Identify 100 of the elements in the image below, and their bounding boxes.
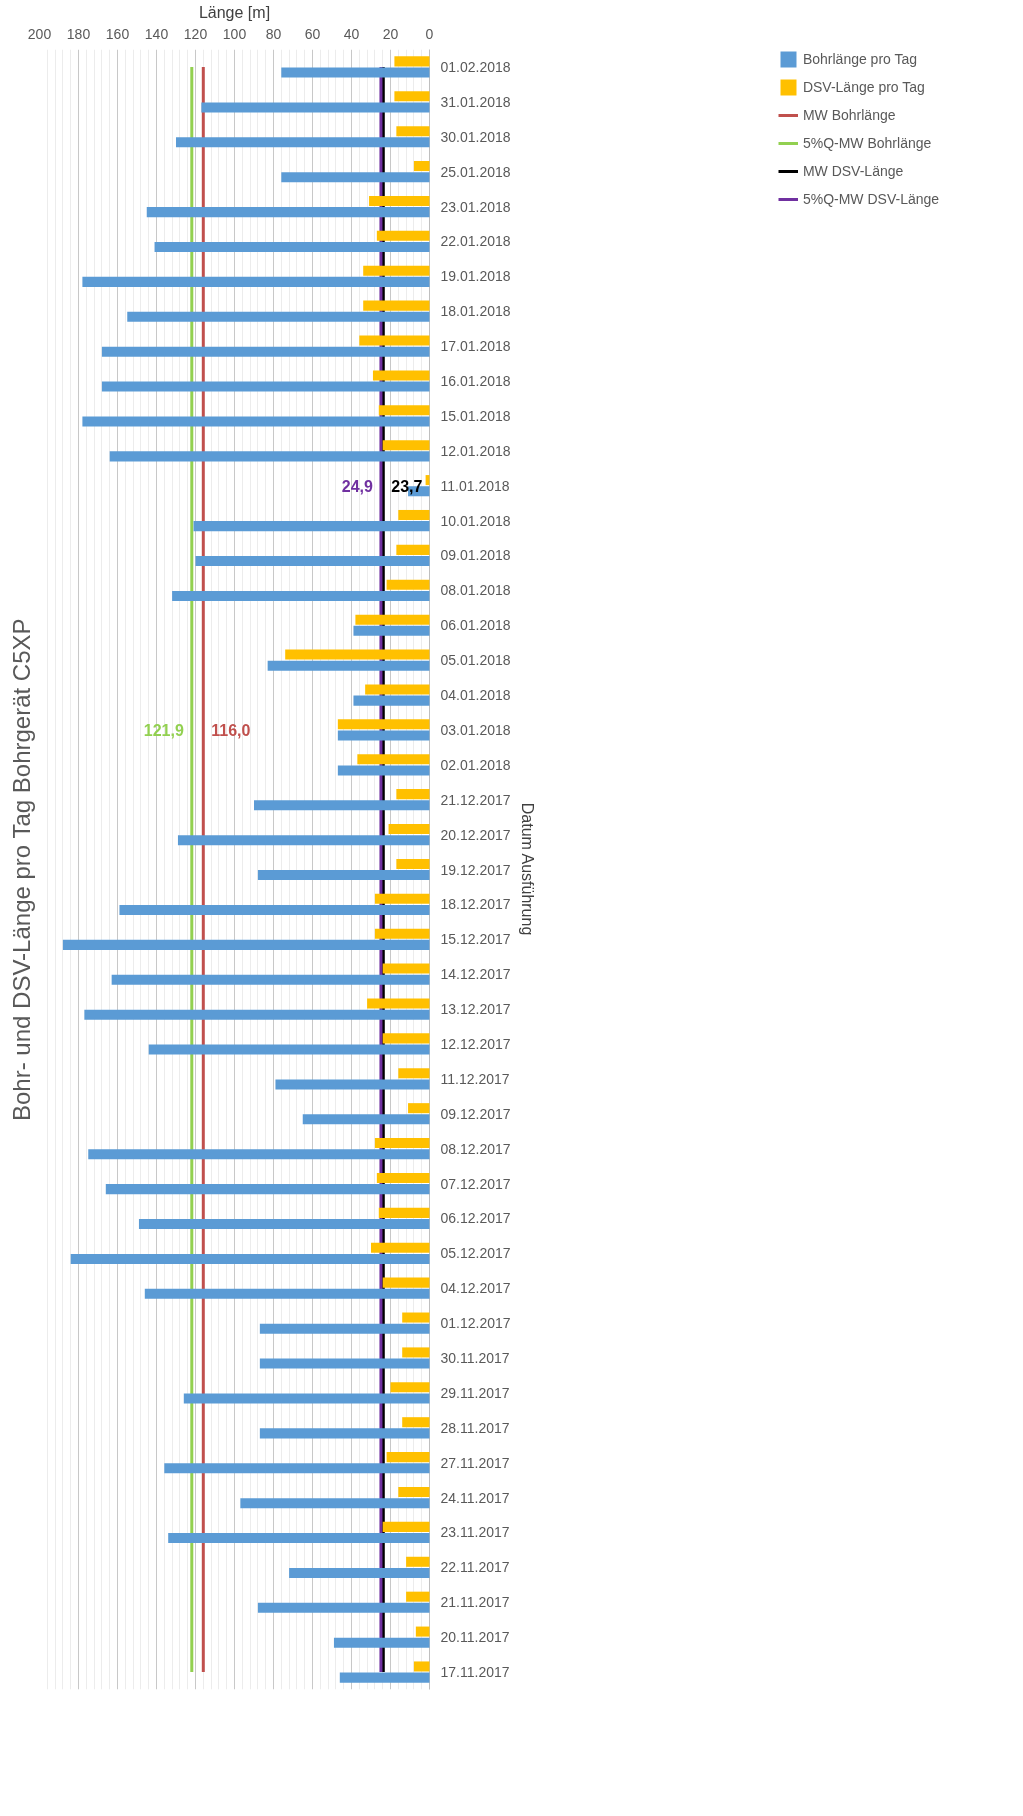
- bar: [257, 1602, 430, 1613]
- y-tick-label: 24.11.2017: [440, 1489, 510, 1506]
- bar: [302, 1114, 430, 1125]
- x-tick-label: 20: [382, 25, 399, 42]
- x-tick-label: 160: [105, 25, 130, 42]
- bar: [415, 1626, 430, 1637]
- y-tick-label: 09.12.2017: [440, 1105, 511, 1122]
- data-label: 24,9: [341, 477, 374, 495]
- bar: [177, 835, 430, 846]
- y-tick-label: 08.12.2017: [440, 1140, 511, 1157]
- data-label: 116,0: [211, 721, 251, 739]
- bar: [111, 974, 430, 985]
- y-tick-label: 13.12.2017: [440, 1001, 511, 1018]
- y-tick-label: 12.12.2017: [440, 1035, 511, 1052]
- bar: [398, 1068, 430, 1079]
- y-tick-label: 11.01.2018: [440, 477, 510, 494]
- bar: [285, 649, 430, 660]
- bar: [84, 1009, 430, 1020]
- x-axis-title: Länge [m]: [198, 3, 271, 21]
- y-tick-label: 11.12.2017: [440, 1070, 510, 1087]
- y-tick-label: 23.01.2018: [440, 198, 511, 215]
- bar: [281, 67, 430, 78]
- y-tick-label: 03.01.2018: [440, 721, 511, 738]
- y-tick-label: 20.12.2017: [440, 826, 511, 843]
- bar: [183, 1393, 430, 1404]
- x-tick-label: 120: [183, 25, 208, 42]
- bar: [425, 475, 430, 486]
- bar: [127, 311, 430, 322]
- bar: [195, 556, 430, 567]
- bar: [82, 416, 430, 427]
- legend-label: MW Bohrlänge: [802, 107, 896, 123]
- bar: [275, 1079, 430, 1090]
- y-tick-label: 06.12.2017: [440, 1210, 511, 1227]
- x-tick-label: 180: [66, 25, 91, 42]
- bar: [382, 1277, 430, 1288]
- bar: [148, 1044, 430, 1055]
- bar: [289, 1567, 430, 1578]
- y-tick-label: 06.01.2018: [440, 617, 511, 634]
- bar: [164, 1463, 430, 1474]
- y-tick-label: 01.02.2018: [440, 58, 511, 75]
- bar: [254, 800, 430, 811]
- y-tick-label: 29.11.2017: [440, 1384, 510, 1401]
- y-tick-label: 21.11.2017: [440, 1594, 510, 1611]
- bar: [382, 440, 430, 451]
- bar: [88, 1149, 430, 1160]
- bar: [406, 1591, 430, 1602]
- bar: [357, 754, 430, 765]
- legend-label: MW DSV-Länge: [802, 163, 904, 179]
- x-tick-label: 200: [27, 25, 52, 42]
- y-tick-label: 18.12.2017: [440, 896, 511, 913]
- x-tick-label: 80: [265, 25, 282, 42]
- bar: [371, 1242, 430, 1253]
- bar: [386, 1452, 430, 1463]
- bar: [363, 300, 430, 311]
- bar: [390, 1382, 430, 1393]
- bar: [240, 1498, 430, 1509]
- y-tick-label: 20.11.2017: [440, 1629, 510, 1646]
- bar: [168, 1533, 430, 1544]
- y-tick-label: 30.01.2018: [440, 128, 511, 145]
- bar: [382, 1033, 430, 1044]
- y-tick-label: 09.01.2018: [440, 547, 511, 564]
- data-label: 23,7: [391, 477, 423, 495]
- y-tick-label: 14.12.2017: [440, 966, 511, 983]
- bar: [62, 939, 430, 950]
- y-tick-label: 12.01.2018: [440, 442, 511, 459]
- bar: [201, 102, 430, 113]
- y-tick-label: 17.01.2018: [440, 338, 511, 355]
- legend-label: 5%Q-MW Bohrlänge: [802, 135, 932, 151]
- y-tick-label: 22.01.2018: [440, 233, 511, 250]
- bar: [376, 1172, 430, 1183]
- bar: [82, 276, 430, 287]
- bar: [138, 1218, 430, 1230]
- bar: [367, 998, 430, 1009]
- bar: [101, 346, 430, 357]
- bar: [406, 1556, 430, 1567]
- y-axis-title: Datum Ausführung: [518, 802, 536, 936]
- bar: [374, 893, 430, 904]
- y-tick-label: 10.01.2018: [440, 512, 511, 529]
- legend-label: 5%Q-MW DSV-Länge: [802, 191, 940, 207]
- x-tick-label: 140: [144, 25, 169, 42]
- y-tick-label: 19.01.2018: [440, 268, 511, 285]
- bar: [372, 370, 430, 381]
- data-label: 121,9: [143, 721, 184, 739]
- bar: [396, 858, 430, 869]
- bar: [413, 1661, 430, 1672]
- legend-label: DSV-Länge pro Tag: [802, 79, 925, 95]
- bar: [154, 241, 430, 253]
- y-tick-label: 23.11.2017: [440, 1524, 510, 1541]
- bar: [402, 1417, 430, 1428]
- bar: [378, 1207, 430, 1218]
- bar: [259, 1323, 430, 1334]
- y-tick-label: 18.01.2018: [440, 303, 511, 320]
- bar: [267, 660, 430, 671]
- y-tick-label: 01.12.2017: [440, 1315, 511, 1332]
- bar: [386, 579, 430, 590]
- bar: [144, 1288, 430, 1299]
- bar: [376, 230, 430, 241]
- x-tick-label: 0: [425, 25, 434, 42]
- bar: [388, 824, 430, 835]
- bar: [402, 1312, 430, 1323]
